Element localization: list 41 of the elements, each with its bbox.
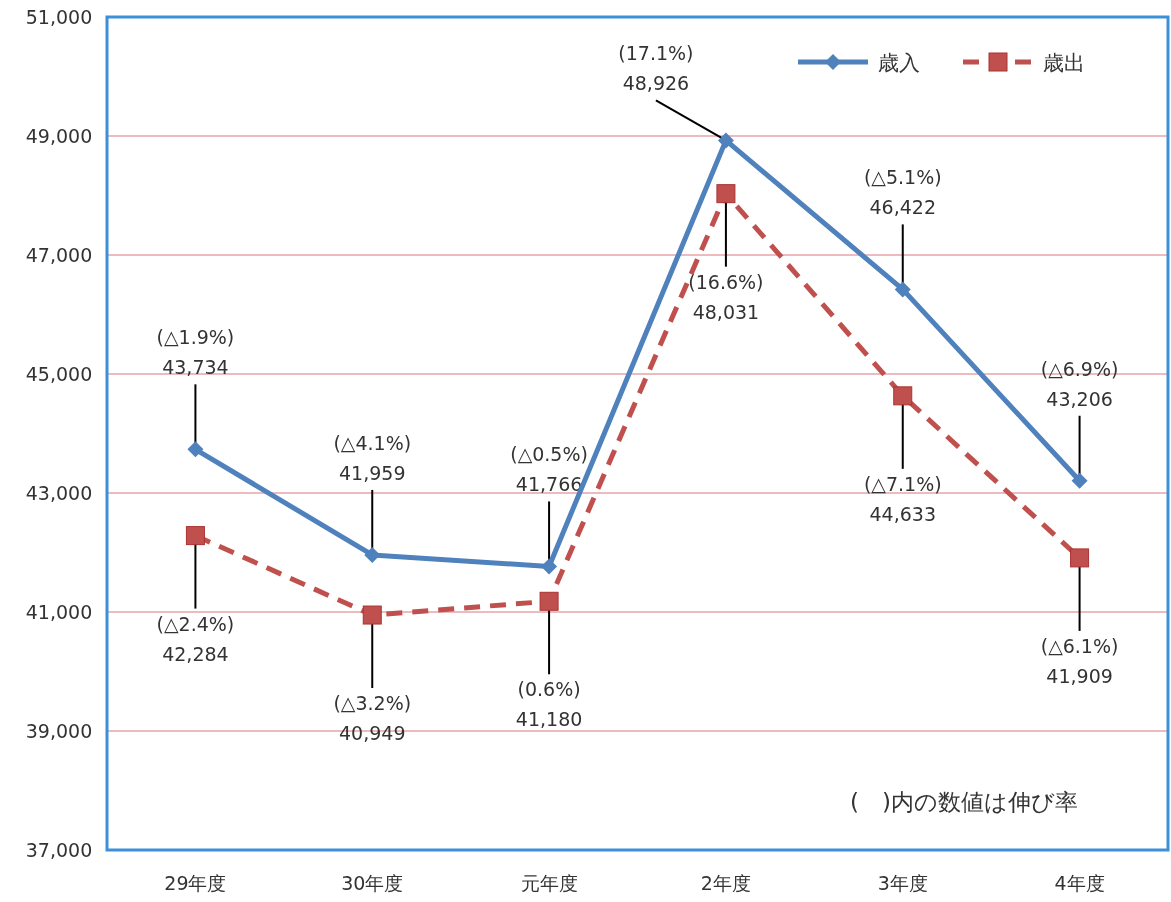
point <box>364 546 381 563</box>
point <box>362 605 382 625</box>
point <box>716 184 736 204</box>
data-label: (△5.1%) 46,422 <box>863 166 942 219</box>
data-label: (△4.1%) 41,959 <box>333 431 412 484</box>
data-label: (△6.9%) 43,206 <box>1040 357 1119 410</box>
data-label: (17.1%) 48,926 <box>618 42 694 95</box>
point <box>539 591 559 611</box>
x-tick-label: 29年度 <box>164 872 227 894</box>
legend-label: 歳出 <box>1043 51 1085 75</box>
point <box>541 558 558 575</box>
x-tick-label: 2年度 <box>700 872 751 894</box>
point <box>893 386 913 406</box>
data-label: (△3.2%) 40,949 <box>333 692 412 745</box>
point <box>1071 472 1088 489</box>
data-label: (△0.5%) 41,766 <box>510 443 588 496</box>
y-tick-label: 49,000 <box>25 125 93 147</box>
y-tick-label: 51,000 <box>25 6 93 28</box>
point <box>187 441 204 458</box>
y-tick-label: 43,000 <box>25 482 93 504</box>
x-tick-label: 4年度 <box>1054 872 1105 894</box>
x-tick-label: 30年度 <box>341 872 404 894</box>
y-tick-label: 47,000 <box>25 244 93 266</box>
point <box>894 281 911 298</box>
data-label: (△1.9%) 43,734 <box>156 326 235 379</box>
data-label: (16.6%) 48,031 <box>688 270 764 323</box>
point <box>185 526 205 546</box>
y-tick-label: 41,000 <box>25 601 93 623</box>
data-label: (△2.4%) 42,284 <box>156 612 235 665</box>
annotation: ( )内の数値は伸び率 <box>850 789 1078 815</box>
y-tick-label: 37,000 <box>25 839 93 861</box>
y-tick-label: 39,000 <box>25 720 93 742</box>
x-tick-label: 3年度 <box>877 872 928 894</box>
point <box>717 132 734 149</box>
y-tick-label: 45,000 <box>25 363 93 385</box>
legend-label: 歳入 <box>878 51 920 75</box>
data-label: (0.6%) 41,180 <box>515 678 583 731</box>
point <box>1070 548 1090 568</box>
data-label: (△7.1%) 44,633 <box>863 472 942 525</box>
data-label: (△6.1%) 41,909 <box>1040 634 1119 687</box>
x-tick-label: 元年度 <box>520 872 578 894</box>
